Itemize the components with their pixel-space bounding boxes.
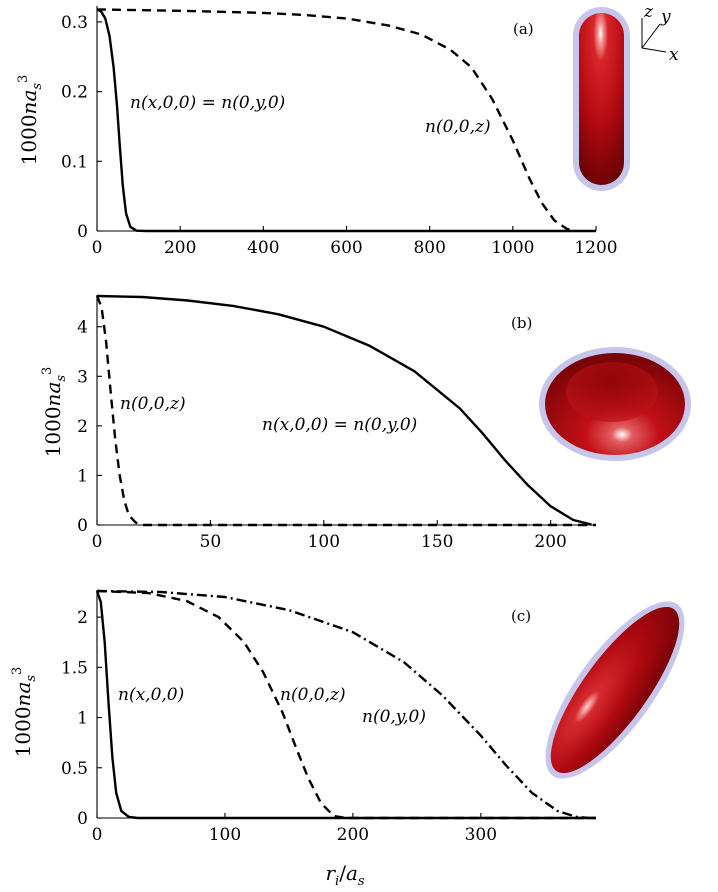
y-tick-label: 1 (77, 709, 88, 729)
panel-label: (c) (511, 607, 531, 625)
y-tick-label: 0.2 (61, 83, 88, 103)
annotation: n(x,0,0) = n(0,y,0) (262, 415, 417, 435)
series-line (96, 8, 576, 233)
pancake-condensate-shape (539, 347, 691, 461)
x-tick-label: 100 (209, 825, 241, 845)
series-line (96, 8, 596, 233)
panel-c: (c) n(x,0,0) n(0,0,z) n(0,y,0) 0 100 200 30… (61, 589, 596, 845)
y-tick-label: 4 (77, 318, 88, 338)
series-line (96, 294, 592, 526)
x-tick-label: 800 (413, 238, 445, 258)
axis-z-label: z (643, 2, 654, 22)
x-tick-label: 100 (308, 532, 340, 552)
x-tick-label: 0 (92, 238, 103, 258)
x-tick-label: 150 (421, 532, 453, 552)
y-axis-label-a: 1000nas3 (16, 75, 45, 166)
y-axis-label-c: 1000nas3 (10, 667, 39, 758)
y-tick-label: 0 (77, 809, 88, 829)
annotation: n(x,0,0) (118, 685, 184, 705)
panel-label: (a) (513, 20, 534, 38)
series-line (96, 589, 590, 820)
series-line (95, 295, 596, 527)
panel-a: (a) n(x,0,0) = n(0,y,0) n(0,0,z) 0 200 400… (61, 6, 618, 258)
x-tick-label: 50 (200, 532, 222, 552)
axis-x-label: x (669, 45, 679, 65)
annotation: n(0,y,0) (362, 707, 426, 727)
x-tick-label: 200 (534, 532, 566, 552)
x-tick-label: 0 (92, 532, 103, 552)
y-tick-label: 2 (77, 417, 88, 437)
x-tick-label: 300 (465, 825, 497, 845)
x-tick-label: 1200 (574, 238, 617, 258)
y-tick-label: 0 (77, 222, 88, 242)
cigar-condensate-shape (573, 7, 630, 191)
series-line (96, 589, 596, 820)
x-tick-label: 200 (164, 238, 196, 258)
y-tick-label: 0.5 (61, 759, 88, 779)
series-line (95, 590, 596, 820)
axes-triad-icon: z y x (641, 2, 679, 65)
annotation: n(0,0,z) (280, 685, 346, 705)
y-tick-label: 1 (77, 466, 88, 486)
y-tick-label: 3 (77, 367, 88, 387)
x-tick-label: 200 (337, 825, 369, 845)
annotation: n(0,0,z) (425, 117, 491, 137)
axis-y-label: y (660, 7, 671, 27)
x-tick-label: 1000 (491, 238, 534, 258)
tilted-ellipsoid-condensate-shape (545, 601, 685, 779)
x-axis-label: ri/as (325, 861, 364, 889)
y-tick-label: 0.3 (61, 13, 88, 33)
y-tick-label: 0 (77, 516, 88, 536)
x-tick-label: 400 (247, 238, 279, 258)
panel-label: (b) (511, 314, 532, 332)
x-tick-label: 600 (330, 238, 362, 258)
y-tick-label: 0.1 (61, 152, 88, 172)
y-tick-label: 2 (77, 608, 88, 628)
x-tick-label: 0 (92, 825, 103, 845)
panel-b: (b) n(0,0,z) n(x,0,0) = n(0,y,0) 0 50 100 1… (77, 294, 596, 552)
y-tick-label: 1.5 (61, 658, 88, 678)
annotation: n(x,0,0) = n(0,y,0) (130, 93, 285, 113)
y-axis-label-b: 1000nas3 (40, 367, 69, 458)
annotation: n(0,0,z) (120, 394, 186, 414)
